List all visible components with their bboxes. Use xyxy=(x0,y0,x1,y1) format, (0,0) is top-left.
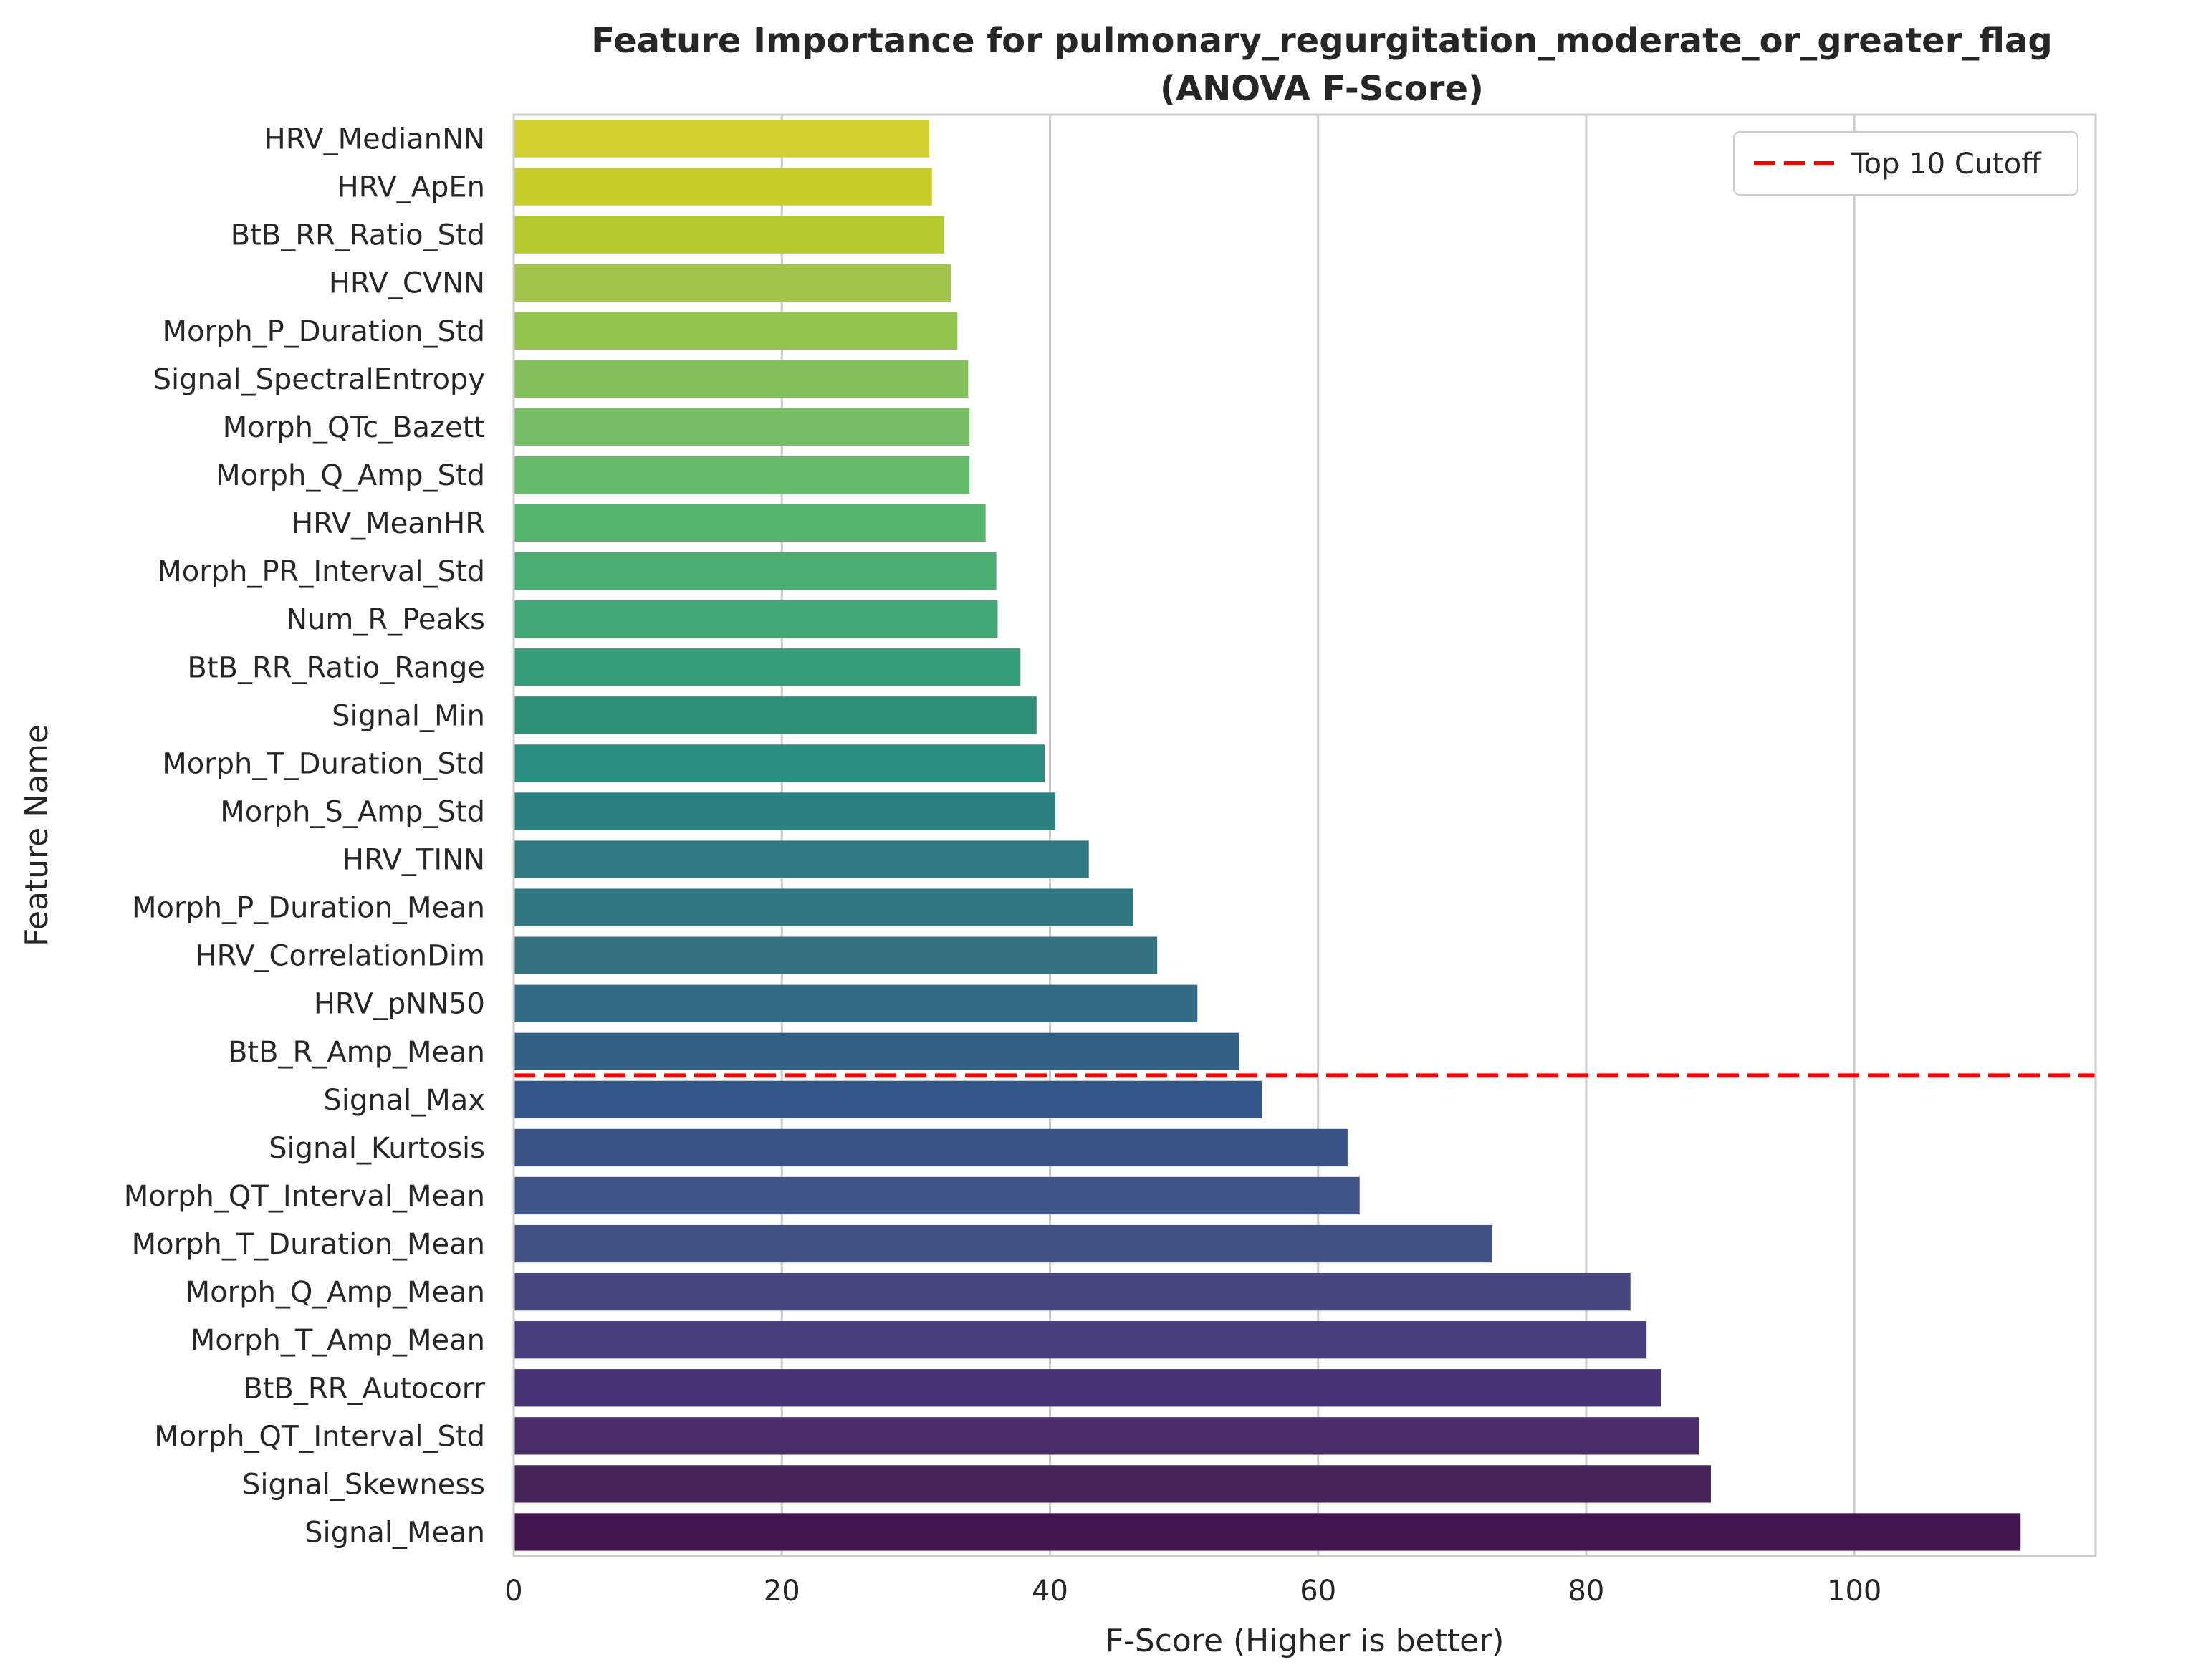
bar-Morph_PR_Interval_Std xyxy=(514,552,997,590)
y-tick-label-Morph_QT_Interval_Std: Morph_QT_Interval_Std xyxy=(154,1420,485,1453)
bar-Morph_QTc_Bazett xyxy=(514,408,970,446)
bar-HRV_TINN xyxy=(514,840,1089,878)
bar-Signal_Max xyxy=(514,1080,1262,1119)
y-tick-label-HRV_TINN: HRV_TINN xyxy=(342,844,485,877)
bar-Signal_SpectralEntropy xyxy=(514,360,969,398)
bar-Morph_QT_Interval_Mean xyxy=(514,1176,1360,1215)
chart-title: Feature Importance for pulmonary_regurgi… xyxy=(591,21,2052,61)
bar-BtB_R_Amp_Mean xyxy=(514,1032,1239,1070)
bar-Num_R_Peaks xyxy=(514,600,998,638)
bar-Signal_Min xyxy=(514,696,1037,734)
y-tick-label-Morph_T_Duration_Std: Morph_T_Duration_Std xyxy=(162,747,485,780)
y-tick-label-Signal_Max: Signal_Max xyxy=(323,1084,485,1117)
x-tick-label-40: 40 xyxy=(1032,1575,1068,1608)
bar-Signal_Skewness xyxy=(514,1465,1711,1503)
bar-Signal_Kurtosis xyxy=(514,1128,1348,1167)
y-tick-label-Morph_Q_Amp_Std: Morph_Q_Amp_Std xyxy=(216,459,485,492)
y-tick-label-Morph_T_Duration_Mean: Morph_T_Duration_Mean xyxy=(132,1228,485,1261)
legend-label: Top 10 Cutoff xyxy=(1851,148,2042,181)
bar-HRV_MedianNN xyxy=(514,120,930,158)
bar-HRV_MeanHR xyxy=(514,504,986,542)
y-tick-label-HRV_CVNN: HRV_CVNN xyxy=(329,267,485,300)
x-tick-label-0: 0 xyxy=(504,1575,522,1608)
y-tick-label-HRV_MedianNN: HRV_MedianNN xyxy=(264,123,485,156)
y-tick-label-Morph_P_Duration_Mean: Morph_P_Duration_Mean xyxy=(132,892,485,925)
y-tick-label-Morph_S_Amp_Std: Morph_S_Amp_Std xyxy=(220,795,485,828)
y-tick-label-Morph_P_Duration_Std: Morph_P_Duration_Std xyxy=(163,315,486,348)
y-tick-label-Signal_Min: Signal_Min xyxy=(332,699,485,732)
bar-Morph_Q_Amp_Mean xyxy=(514,1272,1631,1311)
y-tick-label-Morph_QT_Interval_Mean: Morph_QT_Interval_Mean xyxy=(124,1180,485,1213)
y-tick-label-Signal_Kurtosis: Signal_Kurtosis xyxy=(269,1132,485,1165)
bar-HRV_CorrelationDim xyxy=(514,936,1158,974)
x-tick-labels: 0 20 40 60 80 100 xyxy=(504,1575,1881,1608)
y-tick-label-HRV_pNN50: HRV_pNN50 xyxy=(314,988,485,1021)
x-tick-label-100: 100 xyxy=(1827,1575,1881,1608)
bar-BtB_RR_Ratio_Std xyxy=(514,216,944,254)
y-tick-label-Signal_Skewness: Signal_Skewness xyxy=(242,1468,485,1501)
x-tick-label-80: 80 xyxy=(1568,1575,1604,1608)
legend-box xyxy=(1733,131,2078,196)
bar-Morph_T_Amp_Mean xyxy=(514,1321,1647,1359)
bar-Signal_Mean xyxy=(514,1513,2021,1551)
y-tick-label-Signal_Mean: Signal_Mean xyxy=(304,1516,485,1549)
x-tick-label-60: 60 xyxy=(1300,1575,1336,1608)
y-tick-label-Signal_SpectralEntropy: Signal_SpectralEntropy xyxy=(153,363,485,396)
y-tick-label-BtB_RR_Ratio_Std: BtB_RR_Ratio_Std xyxy=(231,219,485,252)
x-axis-label: F-Score (Higher is better) xyxy=(1106,1623,1505,1659)
bar-BtB_RR_Autocorr xyxy=(514,1369,1661,1407)
y-tick-label-HRV_CorrelationDim: HRV_CorrelationDim xyxy=(196,940,486,973)
bar-BtB_RR_Ratio_Range xyxy=(514,648,1021,686)
gridlines xyxy=(780,115,1856,1556)
bars xyxy=(514,120,2021,1551)
y-tick-label-HRV_ApEn: HRV_ApEn xyxy=(337,171,485,204)
chart-subtitle: (ANOVA F-Score) xyxy=(1160,69,1484,109)
bar-HRV_CVNN xyxy=(514,264,951,302)
y-tick-label-BtB_RR_Ratio_Range: BtB_RR_Ratio_Range xyxy=(187,651,485,684)
y-tick-label-BtB_R_Amp_Mean: BtB_R_Amp_Mean xyxy=(228,1036,485,1069)
bar-Morph_T_Duration_Std xyxy=(514,744,1045,782)
legend: Top 10 Cutoff xyxy=(1733,131,2078,196)
y-tick-label-Morph_PR_Interval_Std: Morph_PR_Interval_Std xyxy=(157,555,485,588)
y-tick-label-BtB_RR_Autocorr: BtB_RR_Autocorr xyxy=(243,1372,485,1405)
bar-Morph_P_Duration_Std xyxy=(514,312,958,350)
bar-HRV_pNN50 xyxy=(514,984,1198,1022)
x-tick-label-20: 20 xyxy=(764,1575,800,1608)
y-tick-label-HRV_MeanHR: HRV_MeanHR xyxy=(292,507,485,540)
bar-Morph_P_Duration_Mean xyxy=(514,888,1133,926)
y-tick-label-Num_R_Peaks: Num_R_Peaks xyxy=(286,603,485,636)
bar-Morph_QT_Interval_Std xyxy=(514,1417,1699,1455)
y-tick-label-Morph_T_Amp_Mean: Morph_T_Amp_Mean xyxy=(191,1324,485,1357)
y-tick-label-Morph_QTc_Bazett: Morph_QTc_Bazett xyxy=(223,411,485,444)
bar-HRV_ApEn xyxy=(514,168,932,206)
plot-frame xyxy=(512,113,2097,1557)
bar-Morph_S_Amp_Std xyxy=(514,792,1055,830)
y-tick-labels: HRV_MedianNN HRV_ApEn BtB_RR_Ratio_Std HRV_… xyxy=(124,123,486,1550)
y-tick-label-Morph_Q_Amp_Mean: Morph_Q_Amp_Mean xyxy=(186,1276,485,1309)
bar-Morph_Q_Amp_Std xyxy=(514,456,970,494)
bar-Morph_T_Duration_Mean xyxy=(514,1224,1492,1263)
y-axis-label: Feature Name xyxy=(19,724,55,946)
